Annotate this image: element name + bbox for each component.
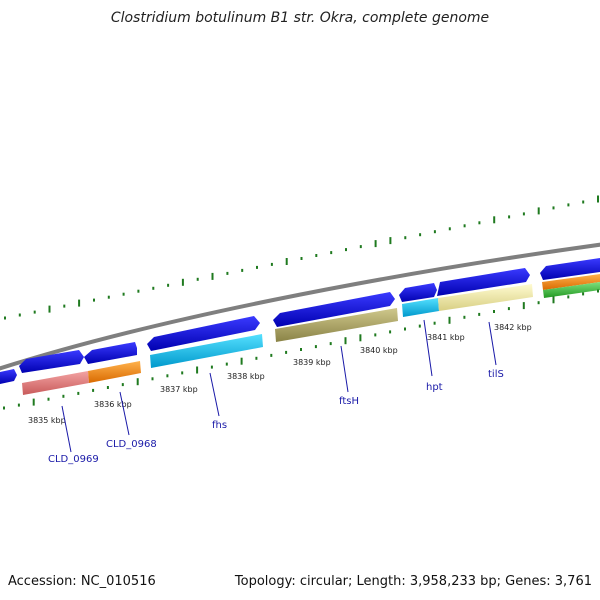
cds-arrow [19,350,84,373]
leader-line [209,372,220,417]
map-title: Clostridium botulinum B1 str. Okra, comp… [111,10,489,26]
colored-cds-track [22,274,600,395]
genome-backbone [0,242,600,371]
kbp-tick-label: 3840 kbp [360,346,398,355]
kbp-ticks: 3835 kbp 3836 kbp 3837 kbp 3838 kbp 3839… [28,323,532,425]
leader-line [61,405,72,453]
cds-arrow [147,316,260,351]
outer-gc-track [4,195,599,320]
cds-arrow [399,283,437,302]
leader-line [340,345,349,393]
kbp-tick-label: 3839 kbp [293,358,331,367]
gene-label-fhs[interactable]: fhs [212,420,227,431]
gene-label-hpt[interactable]: hpt [426,382,443,393]
kbp-tick-label: 3835 kbp [28,416,66,425]
gene-label-CLD_0969[interactable]: CLD_0969 [48,454,99,465]
kbp-tick-label: 3836 kbp [94,400,132,409]
gene-label-CLD_0968[interactable]: CLD_0968 [106,439,157,450]
kbp-tick-label: 3838 kbp [227,372,265,381]
kbp-tick-label: 3837 kbp [160,385,198,394]
cds-block-green-right [543,282,600,298]
cds-arrow [437,268,530,296]
accession-label: Accession: NC_010516 [8,574,156,589]
gene-label-ftsH[interactable]: ftsH [339,396,359,407]
cds-arrow [540,258,600,280]
forward-cds-track [0,258,600,384]
leader-line [488,321,497,366]
gene-label-tilS[interactable]: tilS [488,369,504,380]
cds-block-cyan-small [402,298,439,317]
inner-gc-track [3,289,599,410]
kbp-tick-label: 3842 kbp [494,323,532,332]
leader-line [423,319,433,377]
kbp-tick-label: 3841 kbp [427,333,465,342]
cds-block-cream [438,284,533,311]
gene-labels: CLD_0969 CLD_0968 fhs ftsH hpt tilS [48,319,504,465]
cds-block-pink [22,371,89,395]
cds-block-cyan [150,334,263,368]
cds-arrow [0,369,17,384]
leader-line [119,391,130,436]
topology-label: Topology: circular; Length: 3,958,233 bp… [234,574,592,589]
cds-arrow [273,292,395,327]
cds-block-orange [88,361,141,383]
cds-block-olive [275,308,398,342]
cds-block-orange-right [542,274,600,290]
cds-arrow [84,342,137,364]
